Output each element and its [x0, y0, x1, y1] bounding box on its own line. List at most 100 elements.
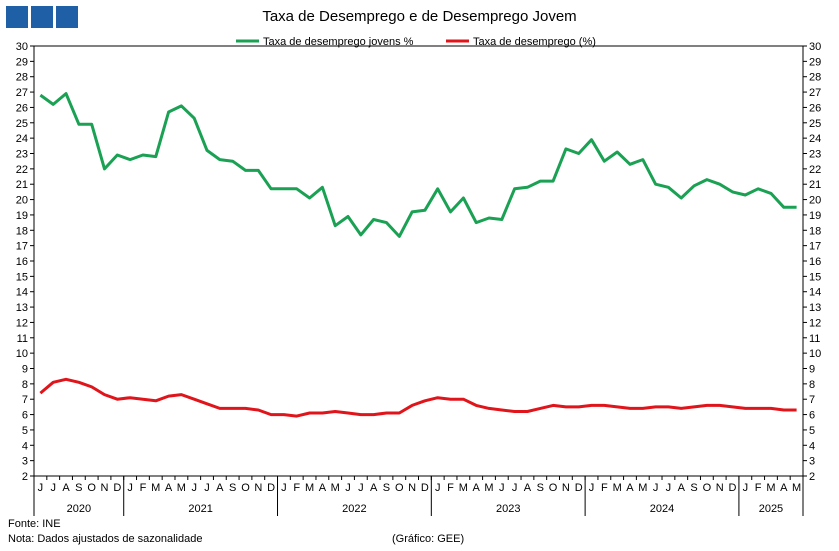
y-tick-label-left: 24 [16, 133, 28, 145]
y-tick-label-left: 6 [22, 410, 28, 422]
year-label: 2024 [650, 503, 674, 515]
month-label: S [75, 482, 82, 494]
y-tick-label-left: 26 [16, 102, 28, 114]
y-tick-label-right: 18 [809, 225, 821, 237]
month-label: M [177, 482, 186, 494]
y-tick-label-left: 22 [16, 164, 28, 176]
y-tick-label-right: 6 [809, 410, 815, 422]
year-label: 2021 [188, 503, 212, 515]
month-label: M [331, 482, 340, 494]
seasonal-adjust-note: Nota: Dados ajustados de sazonalidade [8, 533, 203, 545]
y-tick-label-right: 4 [809, 440, 815, 452]
month-label: J [191, 482, 197, 494]
month-label: J [499, 482, 505, 494]
y-tick-label-left: 28 [16, 72, 28, 84]
y-tick-label-right: 17 [809, 241, 821, 253]
y-tick-label-right: 10 [809, 348, 821, 360]
y-tick-label-left: 9 [22, 364, 28, 376]
y-tick-label-left: 14 [16, 287, 28, 299]
y-tick-label-right: 3 [809, 456, 815, 468]
month-label: A [319, 482, 327, 494]
month-label: A [626, 482, 634, 494]
month-label: J [512, 482, 518, 494]
y-tick-label-right: 14 [809, 287, 821, 299]
month-label: A [370, 482, 378, 494]
y-tick-label-left: 15 [16, 271, 28, 283]
y-tick-label-right: 22 [809, 164, 821, 176]
y-tick-label-left: 20 [16, 195, 28, 207]
month-label: A [62, 482, 70, 494]
month-label: M [484, 482, 493, 494]
legend-label-youth: Taxa de desemprego jovens % [263, 36, 414, 48]
year-label: 2022 [342, 503, 366, 515]
month-label: N [562, 482, 570, 494]
y-tick-label-left: 5 [22, 425, 28, 437]
month-label: S [383, 482, 390, 494]
month-label: F [755, 482, 762, 494]
y-tick-label-left: 11 [17, 333, 28, 345]
chart-credit: (Gráfico: GEE) [392, 533, 465, 545]
month-label: A [165, 482, 173, 494]
legend-label-unemployment: Taxa de desemprego (%) [473, 36, 596, 48]
y-tick-label-left: 25 [16, 118, 28, 130]
chart-title: Taxa de Desemprego e de Desemprego Jovem [262, 8, 577, 25]
y-tick-label-left: 18 [16, 225, 28, 237]
y-tick-label-left: 30 [16, 41, 28, 53]
y-tick-label-right: 9 [809, 364, 815, 376]
month-label: N [716, 482, 724, 494]
y-tick-label-right: 24 [809, 133, 821, 145]
month-label: J [204, 482, 210, 494]
plot-frame [33, 45, 804, 477]
month-label: J [653, 482, 659, 494]
logo-square [56, 6, 78, 28]
month-label: J [589, 482, 595, 494]
month-label: D [113, 482, 121, 494]
y-tick-label-left: 4 [22, 440, 28, 452]
y-tick-label-right: 28 [809, 72, 821, 84]
month-label: O [87, 482, 96, 494]
y-tick-label-right: 13 [809, 302, 821, 314]
month-label: F [140, 482, 147, 494]
y-tick-label-right: 11 [809, 333, 820, 345]
logo-square [31, 6, 53, 28]
month-label: A [524, 482, 532, 494]
brand-logo-icon [6, 6, 78, 28]
month-label: O [549, 482, 558, 494]
y-tick-label-right: 27 [809, 87, 821, 99]
month-label: J [127, 482, 133, 494]
year-label: 2025 [759, 503, 783, 515]
y-tick-label-left: 29 [16, 56, 28, 68]
month-label: D [729, 482, 737, 494]
month-label: M [459, 482, 468, 494]
logo-square [6, 6, 28, 28]
month-label: F [447, 482, 454, 494]
month-label: F [601, 482, 608, 494]
y-tick-label-left: 3 [22, 456, 28, 468]
month-label: D [575, 482, 583, 494]
y-tick-label-right: 8 [809, 379, 815, 391]
month-label: A [678, 482, 686, 494]
y-tick-label-right: 5 [809, 425, 815, 437]
y-tick-label-left: 12 [16, 317, 28, 329]
month-label: N [254, 482, 262, 494]
y-tick-label-left: 8 [22, 379, 28, 391]
y-tick-label-left: 10 [16, 348, 28, 360]
y-tick-label-right: 2 [809, 471, 815, 483]
y-tick-label-left: 19 [16, 210, 28, 222]
y-tick-label-right: 23 [809, 149, 821, 161]
y-tick-label-left: 7 [22, 394, 28, 406]
month-label: J [281, 482, 287, 494]
month-label: M [151, 482, 160, 494]
unemployment-line [39, 377, 797, 418]
month-label: M [792, 482, 801, 494]
month-label: J [435, 482, 441, 494]
month-label: J [50, 482, 56, 494]
month-label: M [613, 482, 622, 494]
y-tick-label-right: 30 [809, 41, 821, 53]
month-label: J [743, 482, 749, 494]
month-label: A [473, 482, 481, 494]
month-label: S [229, 482, 236, 494]
month-label: A [780, 482, 788, 494]
youth-unemployment-line [39, 92, 797, 238]
